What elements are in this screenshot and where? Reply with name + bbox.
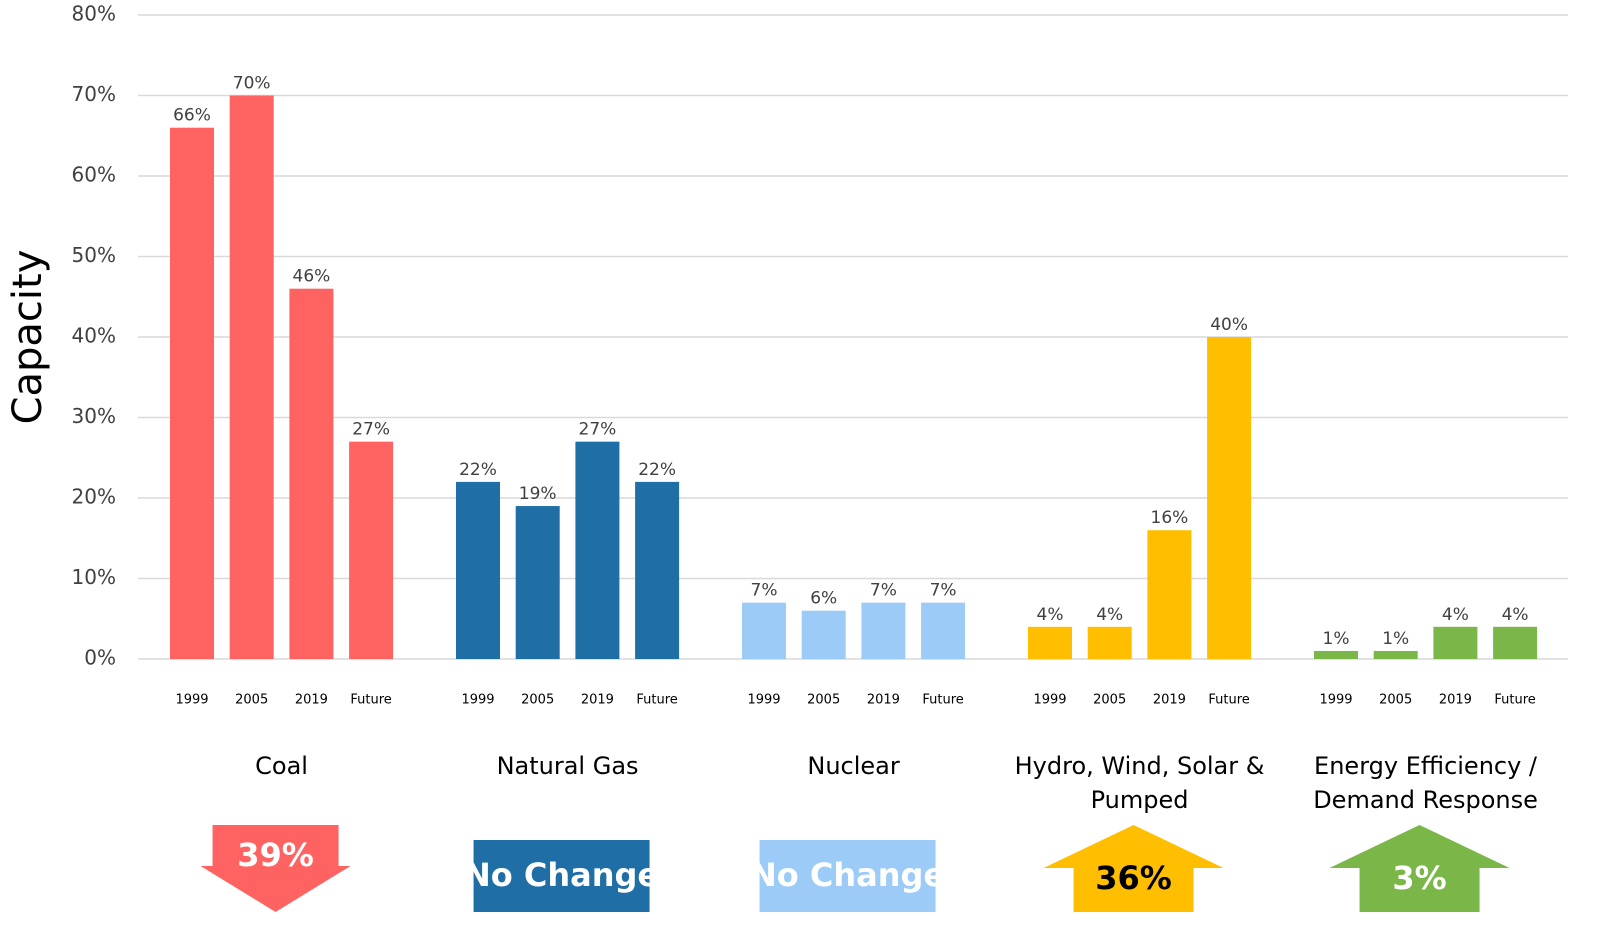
bar (1207, 337, 1252, 659)
group-name: Natural Gas (496, 752, 639, 780)
value-label: 6% (810, 589, 837, 609)
value-label: 70% (233, 74, 271, 94)
x-tick-label: Future (1494, 693, 1535, 708)
y-tick-label: 0% (84, 646, 116, 670)
x-tick-label: Future (1208, 693, 1249, 708)
bar (1373, 650, 1418, 659)
bar (1147, 530, 1192, 659)
bar (170, 127, 214, 659)
x-tick-label: 2019 (1153, 693, 1186, 708)
y-tick-label: 70% (72, 82, 116, 106)
badge-arrow-up (1043, 825, 1224, 912)
bar (801, 610, 846, 659)
bar (1087, 626, 1132, 659)
value-label: 27% (352, 420, 390, 440)
x-tick-label: 2005 (1093, 693, 1126, 708)
bar (742, 602, 786, 659)
value-label: 22% (459, 460, 497, 480)
bar (229, 95, 274, 659)
badge-label: 39% (237, 836, 314, 874)
value-label: 27% (579, 420, 617, 440)
y-axis-label: Capacity (5, 250, 51, 425)
value-label: 40% (1210, 315, 1248, 335)
bar (289, 288, 334, 659)
group-name: Energy Efficiency / Demand Response (1313, 752, 1538, 814)
badge-label: 3% (1392, 859, 1446, 897)
bar (635, 481, 680, 659)
bar (1433, 626, 1478, 659)
badge-label: No Change (750, 856, 945, 894)
value-label: 4% (1502, 605, 1529, 625)
value-label: 7% (870, 581, 897, 601)
x-tick-label: 1999 (461, 693, 494, 708)
group-name: Coal (255, 752, 308, 780)
x-tick-label: 1999 (747, 693, 780, 708)
value-label: 1% (1323, 629, 1350, 649)
x-tick-label: 1999 (1319, 693, 1352, 708)
y-tick-label: 50% (72, 243, 116, 267)
value-label: 4% (1442, 605, 1469, 625)
bar (861, 602, 906, 659)
badge-label: No Change (464, 856, 659, 894)
x-tick-label: 2005 (807, 693, 840, 708)
bar (575, 441, 620, 659)
value-label: 4% (1037, 605, 1064, 625)
value-label: 66% (173, 106, 211, 126)
x-tick-label: 2019 (581, 693, 614, 708)
badge-box (759, 840, 936, 912)
y-tick-label: 80% (72, 2, 116, 26)
x-tick-label: Future (636, 693, 677, 708)
group-name: Hydro, Wind, Solar & Pumped (1014, 752, 1265, 814)
badge-arrow-up (1329, 825, 1510, 912)
y-tick-label: 20% (72, 485, 116, 509)
x-tick-label: 2005 (235, 693, 268, 708)
x-tick-label: 2019 (867, 693, 900, 708)
badge-arrow-down (200, 825, 351, 912)
badge-label: 36% (1095, 859, 1172, 897)
value-label: 16% (1151, 508, 1189, 528)
bar (1493, 626, 1538, 659)
x-tick-label: 1999 (1033, 693, 1066, 708)
y-tick-label: 10% (72, 565, 116, 589)
y-tick-label: 30% (72, 404, 116, 428)
y-tick-label: 60% (72, 163, 116, 187)
bar (1314, 650, 1358, 659)
bar (456, 481, 500, 659)
value-label: 1% (1382, 629, 1409, 649)
x-tick-label: Future (350, 693, 391, 708)
badge-box (473, 840, 650, 912)
x-tick-label: 1999 (175, 693, 208, 708)
x-tick-label: 2019 (295, 693, 328, 708)
group-name: Nuclear (807, 752, 900, 780)
value-label: 7% (930, 581, 957, 601)
value-label: 4% (1096, 605, 1123, 625)
value-label: 7% (751, 581, 778, 601)
x-tick-label: Future (922, 693, 963, 708)
bar (1028, 626, 1072, 659)
bar (921, 602, 966, 659)
value-label: 22% (638, 460, 676, 480)
value-label: 19% (519, 484, 557, 504)
y-tick-label: 40% (72, 324, 116, 348)
bar (349, 441, 394, 659)
x-tick-label: 2005 (1379, 693, 1412, 708)
x-tick-label: 2019 (1439, 693, 1472, 708)
bar (515, 506, 560, 659)
value-label: 46% (293, 267, 331, 287)
x-tick-label: 2005 (521, 693, 554, 708)
